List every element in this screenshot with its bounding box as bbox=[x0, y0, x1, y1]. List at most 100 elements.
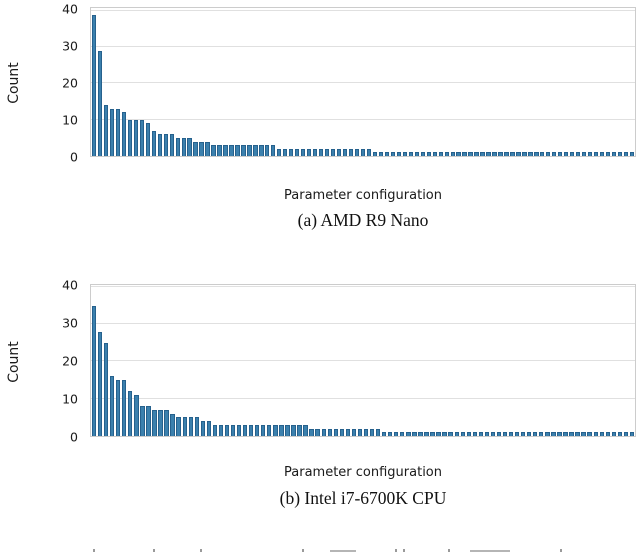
bar bbox=[569, 432, 574, 436]
bar bbox=[295, 148, 300, 156]
bar bbox=[230, 424, 236, 436]
bar bbox=[145, 123, 150, 156]
bar bbox=[498, 152, 503, 156]
bar bbox=[139, 119, 144, 156]
bar bbox=[412, 432, 417, 436]
bar bbox=[593, 432, 598, 436]
bar bbox=[211, 145, 216, 156]
bar bbox=[253, 145, 258, 156]
bar bbox=[187, 137, 192, 156]
bar bbox=[496, 432, 502, 436]
bar bbox=[369, 428, 375, 436]
y-tick-label: 30 bbox=[62, 315, 78, 331]
bar bbox=[151, 130, 156, 156]
bar bbox=[170, 413, 175, 436]
bar bbox=[508, 432, 514, 436]
bar bbox=[462, 152, 467, 156]
bar bbox=[605, 432, 610, 436]
bar bbox=[103, 342, 109, 436]
bar bbox=[265, 145, 270, 156]
y-tick-label: 30 bbox=[62, 38, 78, 54]
bar bbox=[436, 432, 441, 436]
bar bbox=[460, 432, 465, 436]
bar bbox=[133, 119, 138, 156]
bar bbox=[456, 152, 461, 156]
bar bbox=[466, 432, 471, 436]
bar bbox=[593, 152, 599, 156]
bar bbox=[121, 112, 127, 156]
bar bbox=[516, 152, 521, 156]
bar bbox=[330, 148, 336, 156]
bar bbox=[206, 421, 212, 436]
bar bbox=[381, 432, 387, 436]
grid-line bbox=[91, 323, 635, 325]
bar bbox=[348, 148, 354, 156]
y-tick-label: 20 bbox=[62, 75, 78, 91]
bar bbox=[504, 152, 509, 156]
bar bbox=[91, 14, 97, 156]
bar bbox=[442, 432, 447, 436]
bar bbox=[109, 108, 115, 156]
y-tick-label: 10 bbox=[62, 390, 78, 406]
bar bbox=[486, 152, 491, 156]
bar bbox=[333, 428, 338, 436]
bar bbox=[472, 432, 477, 436]
bar bbox=[176, 417, 181, 436]
bar bbox=[478, 432, 484, 436]
y-tick-label: 0 bbox=[70, 148, 78, 164]
bar bbox=[570, 152, 575, 156]
bar bbox=[514, 432, 520, 436]
bar bbox=[218, 424, 224, 436]
grid-line bbox=[91, 360, 635, 362]
bar bbox=[448, 432, 453, 436]
bar bbox=[235, 145, 240, 156]
bar bbox=[424, 432, 429, 436]
bar bbox=[212, 424, 218, 436]
bar bbox=[623, 432, 629, 436]
bar bbox=[406, 432, 411, 436]
bar bbox=[242, 424, 248, 436]
bar bbox=[223, 145, 228, 156]
bar bbox=[430, 432, 435, 436]
bar bbox=[249, 424, 254, 436]
grid-line bbox=[91, 82, 635, 84]
bar bbox=[563, 432, 568, 436]
bar bbox=[480, 152, 485, 156]
bar bbox=[617, 432, 623, 436]
bar bbox=[229, 145, 234, 156]
bar bbox=[394, 432, 399, 436]
bar bbox=[321, 428, 326, 436]
bar bbox=[534, 152, 539, 156]
bar bbox=[241, 145, 246, 156]
y-tick-label: 0 bbox=[70, 428, 78, 444]
bar bbox=[188, 417, 193, 436]
bar bbox=[271, 145, 276, 156]
bar bbox=[388, 432, 393, 436]
y-tick-label: 20 bbox=[62, 353, 78, 369]
bar bbox=[581, 432, 586, 436]
bar bbox=[432, 152, 437, 156]
grid-line bbox=[91, 285, 635, 287]
bar bbox=[468, 152, 473, 156]
bar bbox=[205, 141, 210, 156]
bar bbox=[182, 417, 187, 436]
bar bbox=[103, 105, 109, 156]
bar bbox=[354, 148, 360, 156]
bar bbox=[163, 134, 168, 156]
bar bbox=[157, 134, 162, 156]
bar bbox=[169, 134, 174, 156]
bar bbox=[297, 424, 302, 436]
bar bbox=[319, 148, 324, 156]
bar bbox=[564, 152, 569, 156]
bar bbox=[502, 432, 508, 436]
bar bbox=[546, 152, 551, 156]
bar bbox=[152, 409, 157, 436]
bar bbox=[115, 108, 121, 156]
bar bbox=[217, 145, 222, 156]
bar bbox=[175, 137, 180, 156]
bar bbox=[528, 152, 533, 156]
bar bbox=[122, 380, 127, 436]
bar bbox=[307, 148, 312, 156]
bar bbox=[97, 50, 103, 156]
